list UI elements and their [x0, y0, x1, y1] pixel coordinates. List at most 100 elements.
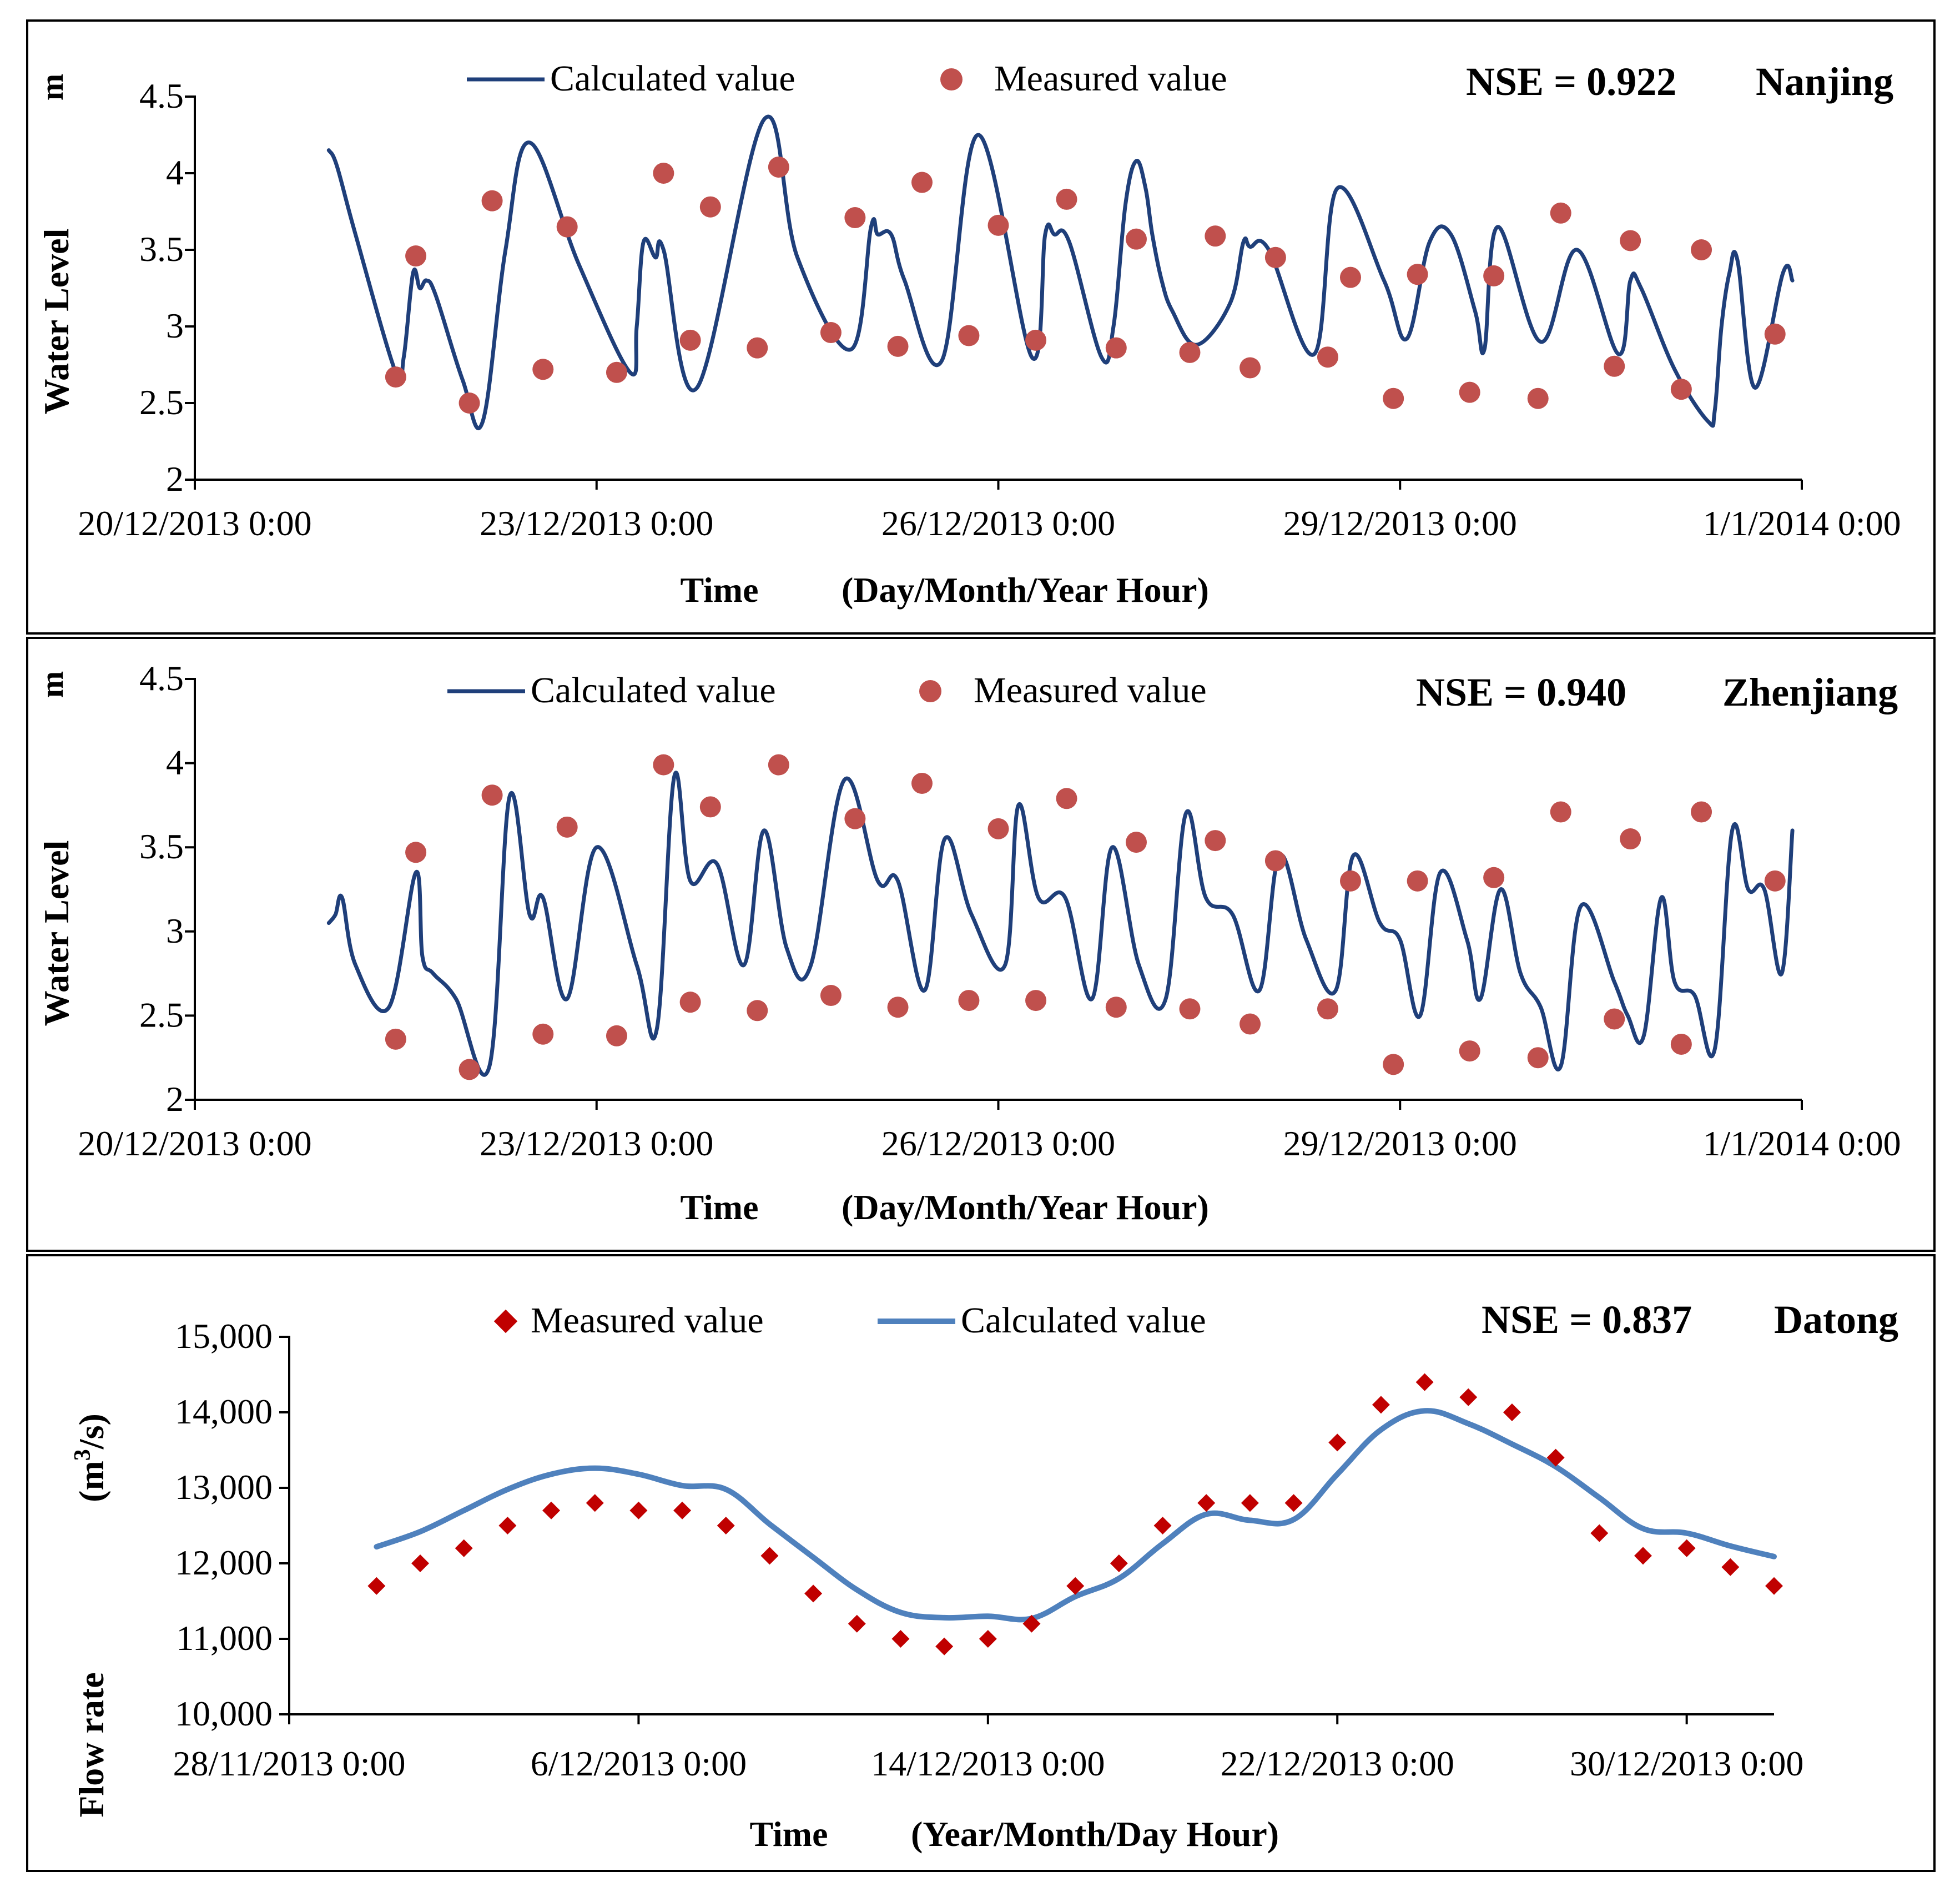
nanjing-x-axis-label-time: Time [680, 570, 758, 610]
zhenjiang-y-tick-label: 3.5 [139, 827, 184, 866]
datong-measured-point [1284, 1494, 1303, 1512]
nanjing-measured-point [1056, 188, 1077, 210]
nanjing-calculated-line [326, 114, 1795, 430]
nanjing-chart: 2 2.5 3 3.5 4 4.5 20/12/2013 0:00 23/12/2013 0… [34, 58, 1901, 610]
nanjing-y-tick-label: 3 [166, 306, 184, 345]
nanjing-measured-point [1670, 379, 1692, 400]
nanjing-nse: NSE = 0.922 [1466, 59, 1676, 104]
nanjing-measured-point [385, 366, 406, 388]
nanjing-measured-point [1179, 341, 1201, 363]
zhenjiang-measured-point [820, 985, 842, 1007]
nanjing-measured-point [768, 156, 789, 178]
zhenjiang-measured-point [958, 990, 980, 1012]
zhenjiang-y-tick-label: 4.5 [139, 658, 184, 698]
zhenjiang-y-tick-label: 2 [166, 1079, 184, 1119]
nanjing-legend-measured: Measured value [994, 58, 1227, 99]
datong-measured-point [1241, 1494, 1259, 1512]
zhenjiang-calculated-series [326, 771, 1795, 1077]
zhenjiang-legend-measured: Measured value [974, 670, 1207, 711]
datong-y-unit-base: (m [72, 1461, 111, 1502]
datong-measured-point [455, 1539, 473, 1557]
datong-measured-point [1634, 1547, 1652, 1565]
zhenjiang-measured-point [1125, 832, 1147, 853]
zhenjiang-station-name: Zhenjiang [1722, 670, 1898, 714]
nanjing-measured-point [1025, 329, 1047, 351]
datong-measured-point [1765, 1577, 1783, 1595]
datong-x-tick-label: 30/12/2013 0:00 [1570, 1744, 1803, 1783]
nanjing-measured-point [653, 163, 674, 184]
datong-chart-panel: 10,000 11,000 12,000 13,000 14,000 15,000 28/… [26, 1254, 1936, 1872]
nanjing-measured-point [887, 335, 909, 357]
zhenjiang-chart: 2 2.5 3 3.5 4 4.5 20/12/2013 0:00 23/12/2013 0… [34, 658, 1901, 1227]
nanjing-measured-point [1620, 230, 1641, 251]
zhenjiang-measured-point [911, 772, 933, 794]
nanjing-measured-point [1527, 388, 1549, 409]
zhenjiang-y-tick-label: 3 [166, 911, 184, 950]
zhenjiang-axes [185, 678, 1803, 1110]
zhenjiang-x-tick-label: 23/12/2013 0:00 [480, 1124, 713, 1163]
datong-y-tick-label: 10,000 [175, 1694, 273, 1733]
nanjing-y-tick-label: 4.5 [139, 76, 184, 115]
datong-measured-point [1153, 1517, 1172, 1534]
zhenjiang-measured-point [1459, 1040, 1480, 1062]
datong-measured-point [891, 1630, 910, 1648]
nanjing-y-unit: m [34, 74, 70, 100]
datong-measured-point [1066, 1577, 1085, 1595]
zhenjiang-measured-point [1105, 997, 1127, 1018]
nanjing-measured-point [699, 196, 721, 218]
datong-chart: 10,000 11,000 12,000 13,000 14,000 15,000 28/… [70, 1297, 1898, 1854]
nanjing-measured-point [1383, 388, 1404, 409]
nanjing-measured-point [1483, 265, 1505, 286]
nanjing-measured-point [1317, 346, 1338, 368]
zhenjiang-measured-point [1264, 850, 1286, 872]
nanjing-measured-point [911, 172, 933, 193]
zhenjiang-measured-point [405, 842, 427, 863]
datong-measured-point [1459, 1388, 1478, 1406]
zhenjiang-measured-point [747, 1000, 768, 1022]
zhenjiang-measured-point [458, 1059, 480, 1080]
zhenjiang-x-tick-labels: 20/12/2013 0:00 23/12/2013 0:00 26/12/2013… [78, 1124, 1901, 1163]
nanjing-y-tick-label: 4 [166, 153, 184, 192]
zhenjiang-x-tick-label: 26/12/2013 0:00 [881, 1124, 1115, 1163]
datong-measured-point [1328, 1433, 1347, 1452]
nanjing-measured-point [606, 361, 627, 383]
nanjing-measured-point [747, 337, 768, 359]
zhenjiang-measured-point [1691, 801, 1712, 823]
zhenjiang-measured-point [1025, 990, 1047, 1012]
zhenjiang-measured-point [1764, 870, 1786, 892]
datong-legend-measured: Measured value [531, 1300, 764, 1341]
datong-measured-point [1677, 1539, 1696, 1557]
zhenjiang-y-unit: m [34, 671, 70, 698]
zhenjiang-measured-point [1179, 998, 1201, 1020]
zhenjiang-legend-calculated: Calculated value [531, 670, 776, 711]
nanjing-station-name: Nanjing [1756, 59, 1893, 104]
datong-y-tick-labels: 10,000 11,000 12,000 13,000 14,000 15,000 [175, 1316, 273, 1733]
nanjing-chart-panel: 2 2.5 3 3.5 4 4.5 20/12/2013 0:00 23/12/2013 0… [26, 19, 1936, 635]
datong-measured-series [367, 1373, 1783, 1656]
nanjing-axes [185, 95, 1803, 490]
nanjing-legend: Calculated value Measured value [467, 58, 1227, 99]
zhenjiang-measured-point [1205, 830, 1226, 852]
zhenjiang-measured-point [606, 1025, 627, 1046]
zhenjiang-x-tick-label: 29/12/2013 0:00 [1283, 1124, 1517, 1163]
datong-y-tick-label: 14,000 [175, 1392, 273, 1431]
zhenjiang-y-tick-labels: 2 2.5 3 3.5 4 4.5 [139, 658, 184, 1119]
nanjing-measured-point [1264, 246, 1286, 268]
zhenjiang-legend-marker-swatch [919, 680, 941, 702]
zhenjiang-x-axis-label-format: (Day/Month/Year Hour) [842, 1187, 1209, 1227]
nanjing-legend-marker-swatch [940, 68, 963, 90]
datong-measured-point [848, 1614, 866, 1633]
nanjing-measured-point [405, 245, 427, 267]
zhenjiang-measured-point [1407, 870, 1428, 892]
datong-x-tick-label: 14/12/2013 0:00 [871, 1744, 1105, 1783]
nanjing-x-tick-label: 20/12/2013 0:00 [78, 504, 311, 543]
datong-y-axis-label: Flow rate [72, 1672, 111, 1817]
zhenjiang-measured-point [1527, 1047, 1549, 1069]
datong-measured-point [717, 1517, 735, 1534]
nanjing-measured-point [1105, 337, 1127, 359]
datong-axes [279, 1336, 1774, 1724]
zhenjiang-measured-point [1339, 870, 1361, 892]
nanjing-measured-point [1240, 357, 1261, 379]
nanjing-y-tick-label: 3.5 [139, 229, 184, 269]
nanjing-y-tick-labels: 2 2.5 3 3.5 4 4.5 [139, 76, 184, 499]
